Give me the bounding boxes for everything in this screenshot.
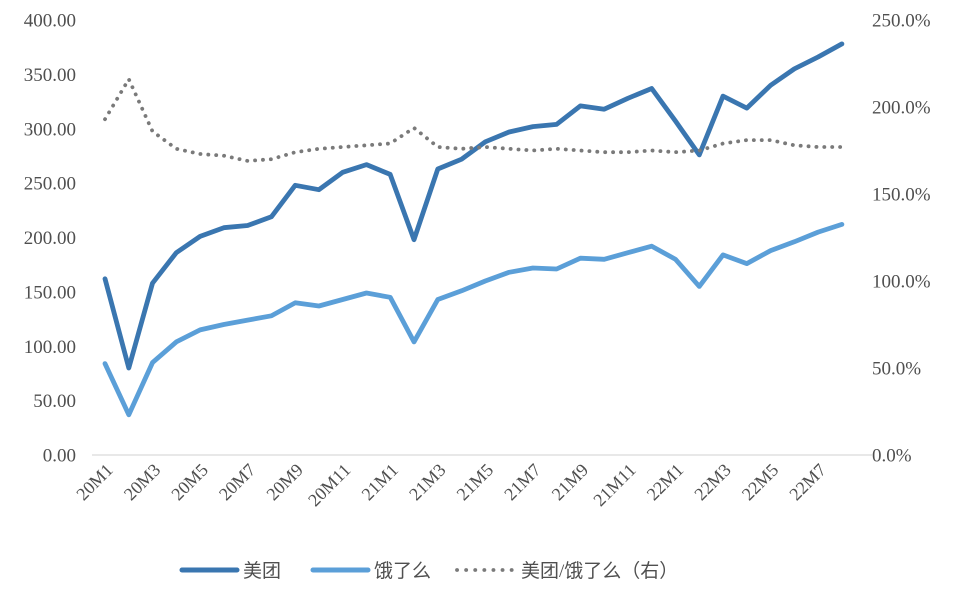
right-axis-tick-label: 0.0% xyxy=(872,446,912,467)
left-axis-tick-label: 250.00 xyxy=(24,174,76,195)
x-axis-tick-label: 20M5 xyxy=(167,460,212,505)
x-axis-tick-label: 20M3 xyxy=(120,460,165,505)
legend-label-ratio: 美团/饿了么（右） xyxy=(521,560,678,582)
right-axis-tick-label: 50.0% xyxy=(872,359,921,380)
right-axis-tick-label: 200.0% xyxy=(872,98,931,119)
x-axis-tick-label: 21M11 xyxy=(589,460,639,510)
x-axis-tick-label: 20M1 xyxy=(72,460,117,505)
right-axis-tick-label: 150.0% xyxy=(872,185,931,206)
left-axis-tick-labels: 0.00 50.00 100.00 150.00 200.00 250.00 300.00 3… xyxy=(24,11,76,467)
left-axis-tick-label: 0.00 xyxy=(43,446,76,467)
left-axis-tick-label: 150.00 xyxy=(24,282,76,303)
chart-legend: 美团 饿了么 美团/饿了么（右） xyxy=(179,560,678,582)
x-axis-tick-label: 20M9 xyxy=(262,460,307,505)
x-axis-tick-label: 21M5 xyxy=(453,460,498,505)
left-axis-tick-label: 100.00 xyxy=(24,337,76,358)
x-axis-tick-label: 21M3 xyxy=(405,460,450,505)
right-axis-tick-labels: 0.0% 50.0% 100.0% 150.0% 200.0% 250.0% xyxy=(872,11,931,467)
x-axis-tick-label: 22M7 xyxy=(785,460,830,505)
series-line-meituan xyxy=(102,41,845,371)
left-axis-tick-label: 400.00 xyxy=(24,11,76,32)
left-axis-tick-label: 50.00 xyxy=(33,391,76,412)
x-axis-tick-label: 22M5 xyxy=(738,460,783,505)
right-axis-tick-label: 100.0% xyxy=(872,272,931,293)
x-axis-tick-label: 20M7 xyxy=(215,460,260,505)
x-axis-tick-label: 22M1 xyxy=(643,460,688,505)
left-axis-tick-label: 300.00 xyxy=(24,119,76,140)
x-axis-tick-label: 21M1 xyxy=(358,460,403,505)
right-axis-tick-label: 250.0% xyxy=(872,11,931,32)
left-axis-tick-label: 200.00 xyxy=(24,228,76,249)
x-axis-tick-label: 22M3 xyxy=(690,460,735,505)
x-axis-tick-label: 21M9 xyxy=(548,460,593,505)
x-axis-tick-label: 20M11 xyxy=(304,460,354,510)
series-line-eleme xyxy=(102,222,845,418)
x-axis-tick-label: 21M7 xyxy=(500,460,545,505)
legend-label-eleme: 饿了么 xyxy=(374,560,431,582)
legend-label-meituan: 美团 xyxy=(243,560,281,582)
plot-series xyxy=(102,41,845,418)
left-axis-tick-label: 350.00 xyxy=(24,65,76,86)
